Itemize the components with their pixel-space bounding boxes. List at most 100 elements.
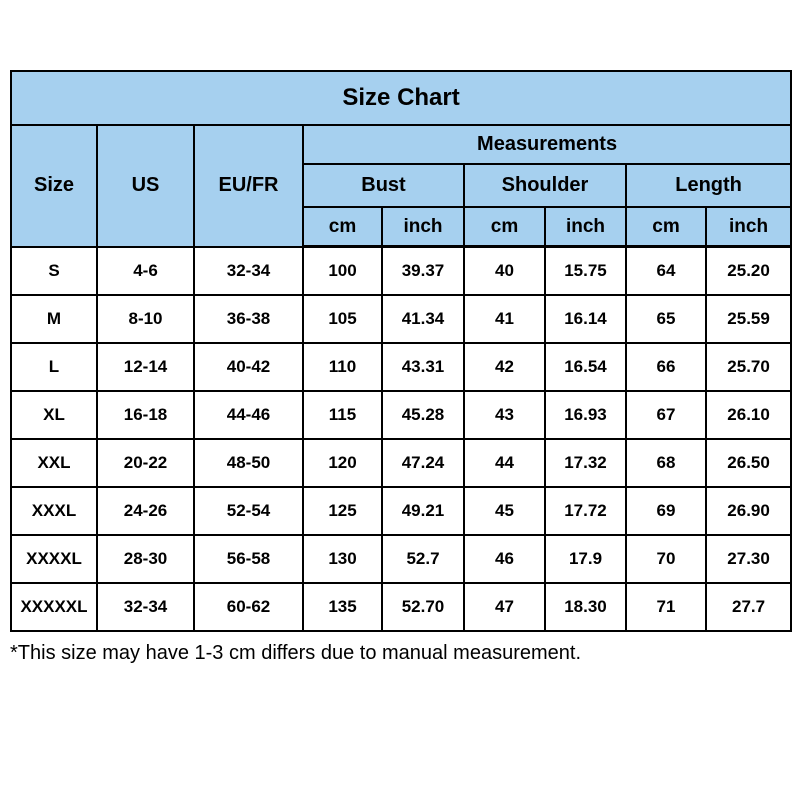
header-row-units: cm inch cm inch cm inch — [11, 206, 793, 248]
table-row: L 12-14 40-42 110 43.31 42 16.54 66 25.7… — [10, 342, 793, 392]
table-cell: 135 — [302, 582, 383, 632]
table-cell: 26.50 — [704, 438, 793, 488]
table-cell: 43 — [463, 390, 546, 440]
row-size-label: XL — [10, 390, 98, 440]
table-cell: 8-10 — [96, 294, 195, 344]
table-cell: 49.21 — [381, 486, 465, 536]
header-row-groups: Bust Shoulder Length — [11, 163, 793, 208]
col-header-length: Length — [624, 163, 793, 208]
table-cell: 16.54 — [544, 342, 627, 392]
unit-header-length-inch: inch — [704, 206, 793, 248]
col-header-bust: Bust — [302, 163, 465, 208]
table-cell: 20-22 — [96, 438, 195, 488]
table-cell: 45.28 — [381, 390, 465, 440]
table-cell: 40 — [463, 245, 546, 296]
table-cell: 27.30 — [704, 534, 793, 584]
title-row: Size Chart — [9, 70, 793, 126]
table-cell: 27.7 — [704, 582, 793, 632]
table-cell: 26.90 — [704, 486, 793, 536]
table-cell: 25.20 — [704, 245, 793, 296]
row-size-label: M — [10, 294, 98, 344]
table-cell: 66 — [625, 342, 707, 392]
row-size-label: S — [10, 245, 98, 296]
table-cell: 68 — [625, 438, 707, 488]
table-row: XXXL 24-26 52-54 125 49.21 45 17.72 69 2… — [10, 486, 793, 536]
table-cell: 26.10 — [704, 390, 793, 440]
table-cell: 56-58 — [193, 534, 304, 584]
unit-header-length-cm: cm — [625, 206, 707, 248]
table-cell: 115 — [302, 390, 383, 440]
size-chart-table: Size Chart Size US EU/FR Measurements Bu… — [9, 70, 793, 632]
col-header-measurements: Measurements — [301, 124, 793, 165]
table-row: XXL 20-22 48-50 120 47.24 44 17.32 68 26… — [10, 438, 793, 488]
table-cell: 70 — [625, 534, 707, 584]
table-cell: 41 — [463, 294, 546, 344]
table-row: S 4-6 32-34 100 39.37 40 15.75 64 25.20 — [10, 245, 793, 296]
table-cell: 71 — [625, 582, 707, 632]
table-cell: 44 — [463, 438, 546, 488]
table-cell: 52.7 — [381, 534, 465, 584]
table-row: XXXXL 28-30 56-58 130 52.7 46 17.9 70 27… — [10, 534, 793, 584]
table-cell: 130 — [302, 534, 383, 584]
table-cell: 24-26 — [96, 486, 195, 536]
table-cell: 25.59 — [704, 294, 793, 344]
table-cell: 67 — [625, 390, 707, 440]
table-cell: 12-14 — [96, 342, 195, 392]
table-cell: 52.70 — [381, 582, 465, 632]
row-size-label: XXXL — [10, 486, 98, 536]
col-header-size: Size — [10, 124, 98, 248]
table-cell: 32-34 — [193, 245, 304, 296]
table-cell: 100 — [302, 245, 383, 296]
table-cell: 48-50 — [193, 438, 304, 488]
col-header-us: US — [96, 124, 195, 248]
table-cell: 46 — [463, 534, 546, 584]
table-row: XL 16-18 44-46 115 45.28 43 16.93 67 26.… — [10, 390, 793, 440]
measurement-footnote: *This size may have 1-3 cm differs due t… — [10, 642, 581, 664]
table-cell: 47.24 — [381, 438, 465, 488]
unit-header-bust-cm: cm — [302, 206, 383, 248]
table-cell: 16-18 — [96, 390, 195, 440]
table-cell: 47 — [463, 582, 546, 632]
table-cell: 41.34 — [381, 294, 465, 344]
table-cell: 16.93 — [544, 390, 627, 440]
table-cell: 16.14 — [544, 294, 627, 344]
unit-header-shoulder-cm: cm — [463, 206, 546, 248]
row-size-label: XXXXXL — [10, 582, 98, 632]
table-cell: 36-38 — [193, 294, 304, 344]
table-cell: 43.31 — [381, 342, 465, 392]
table-cell: 110 — [302, 342, 383, 392]
table-cell: 69 — [625, 486, 707, 536]
table-cell: 125 — [302, 486, 383, 536]
table-cell: 32-34 — [96, 582, 195, 632]
table-cell: 120 — [302, 438, 383, 488]
row-size-label: XXXXL — [10, 534, 98, 584]
size-chart-title: Size Chart — [9, 70, 793, 126]
col-header-eu-fr: EU/FR — [193, 124, 304, 248]
table-row: XXXXXL 32-34 60-62 135 52.70 47 18.30 71… — [10, 582, 793, 632]
table-cell: 25.70 — [704, 342, 793, 392]
unit-header-bust-inch: inch — [381, 206, 465, 248]
header-row-measurements: Size US EU/FR Measurements — [10, 124, 793, 248]
table-cell: 4-6 — [96, 245, 195, 296]
table-cell: 18.30 — [544, 582, 627, 632]
table-cell: 105 — [302, 294, 383, 344]
table-cell: 28-30 — [96, 534, 195, 584]
table-cell: 64 — [625, 245, 707, 296]
table-cell: 60-62 — [193, 582, 304, 632]
table-cell: 45 — [463, 486, 546, 536]
table-cell: 65 — [625, 294, 707, 344]
row-size-label: L — [10, 342, 98, 392]
table-cell: 42 — [463, 342, 546, 392]
unit-header-shoulder-inch: inch — [544, 206, 627, 248]
row-size-label: XXL — [10, 438, 98, 488]
table-cell: 39.37 — [381, 245, 465, 296]
col-header-shoulder: Shoulder — [463, 163, 627, 208]
table-cell: 17.9 — [544, 534, 627, 584]
table-cell: 40-42 — [193, 342, 304, 392]
table-cell: 15.75 — [544, 245, 627, 296]
table-cell: 17.32 — [544, 438, 627, 488]
table-cell: 44-46 — [193, 390, 304, 440]
table-cell: 52-54 — [193, 486, 304, 536]
table-row: M 8-10 36-38 105 41.34 41 16.14 65 25.59 — [10, 294, 793, 344]
